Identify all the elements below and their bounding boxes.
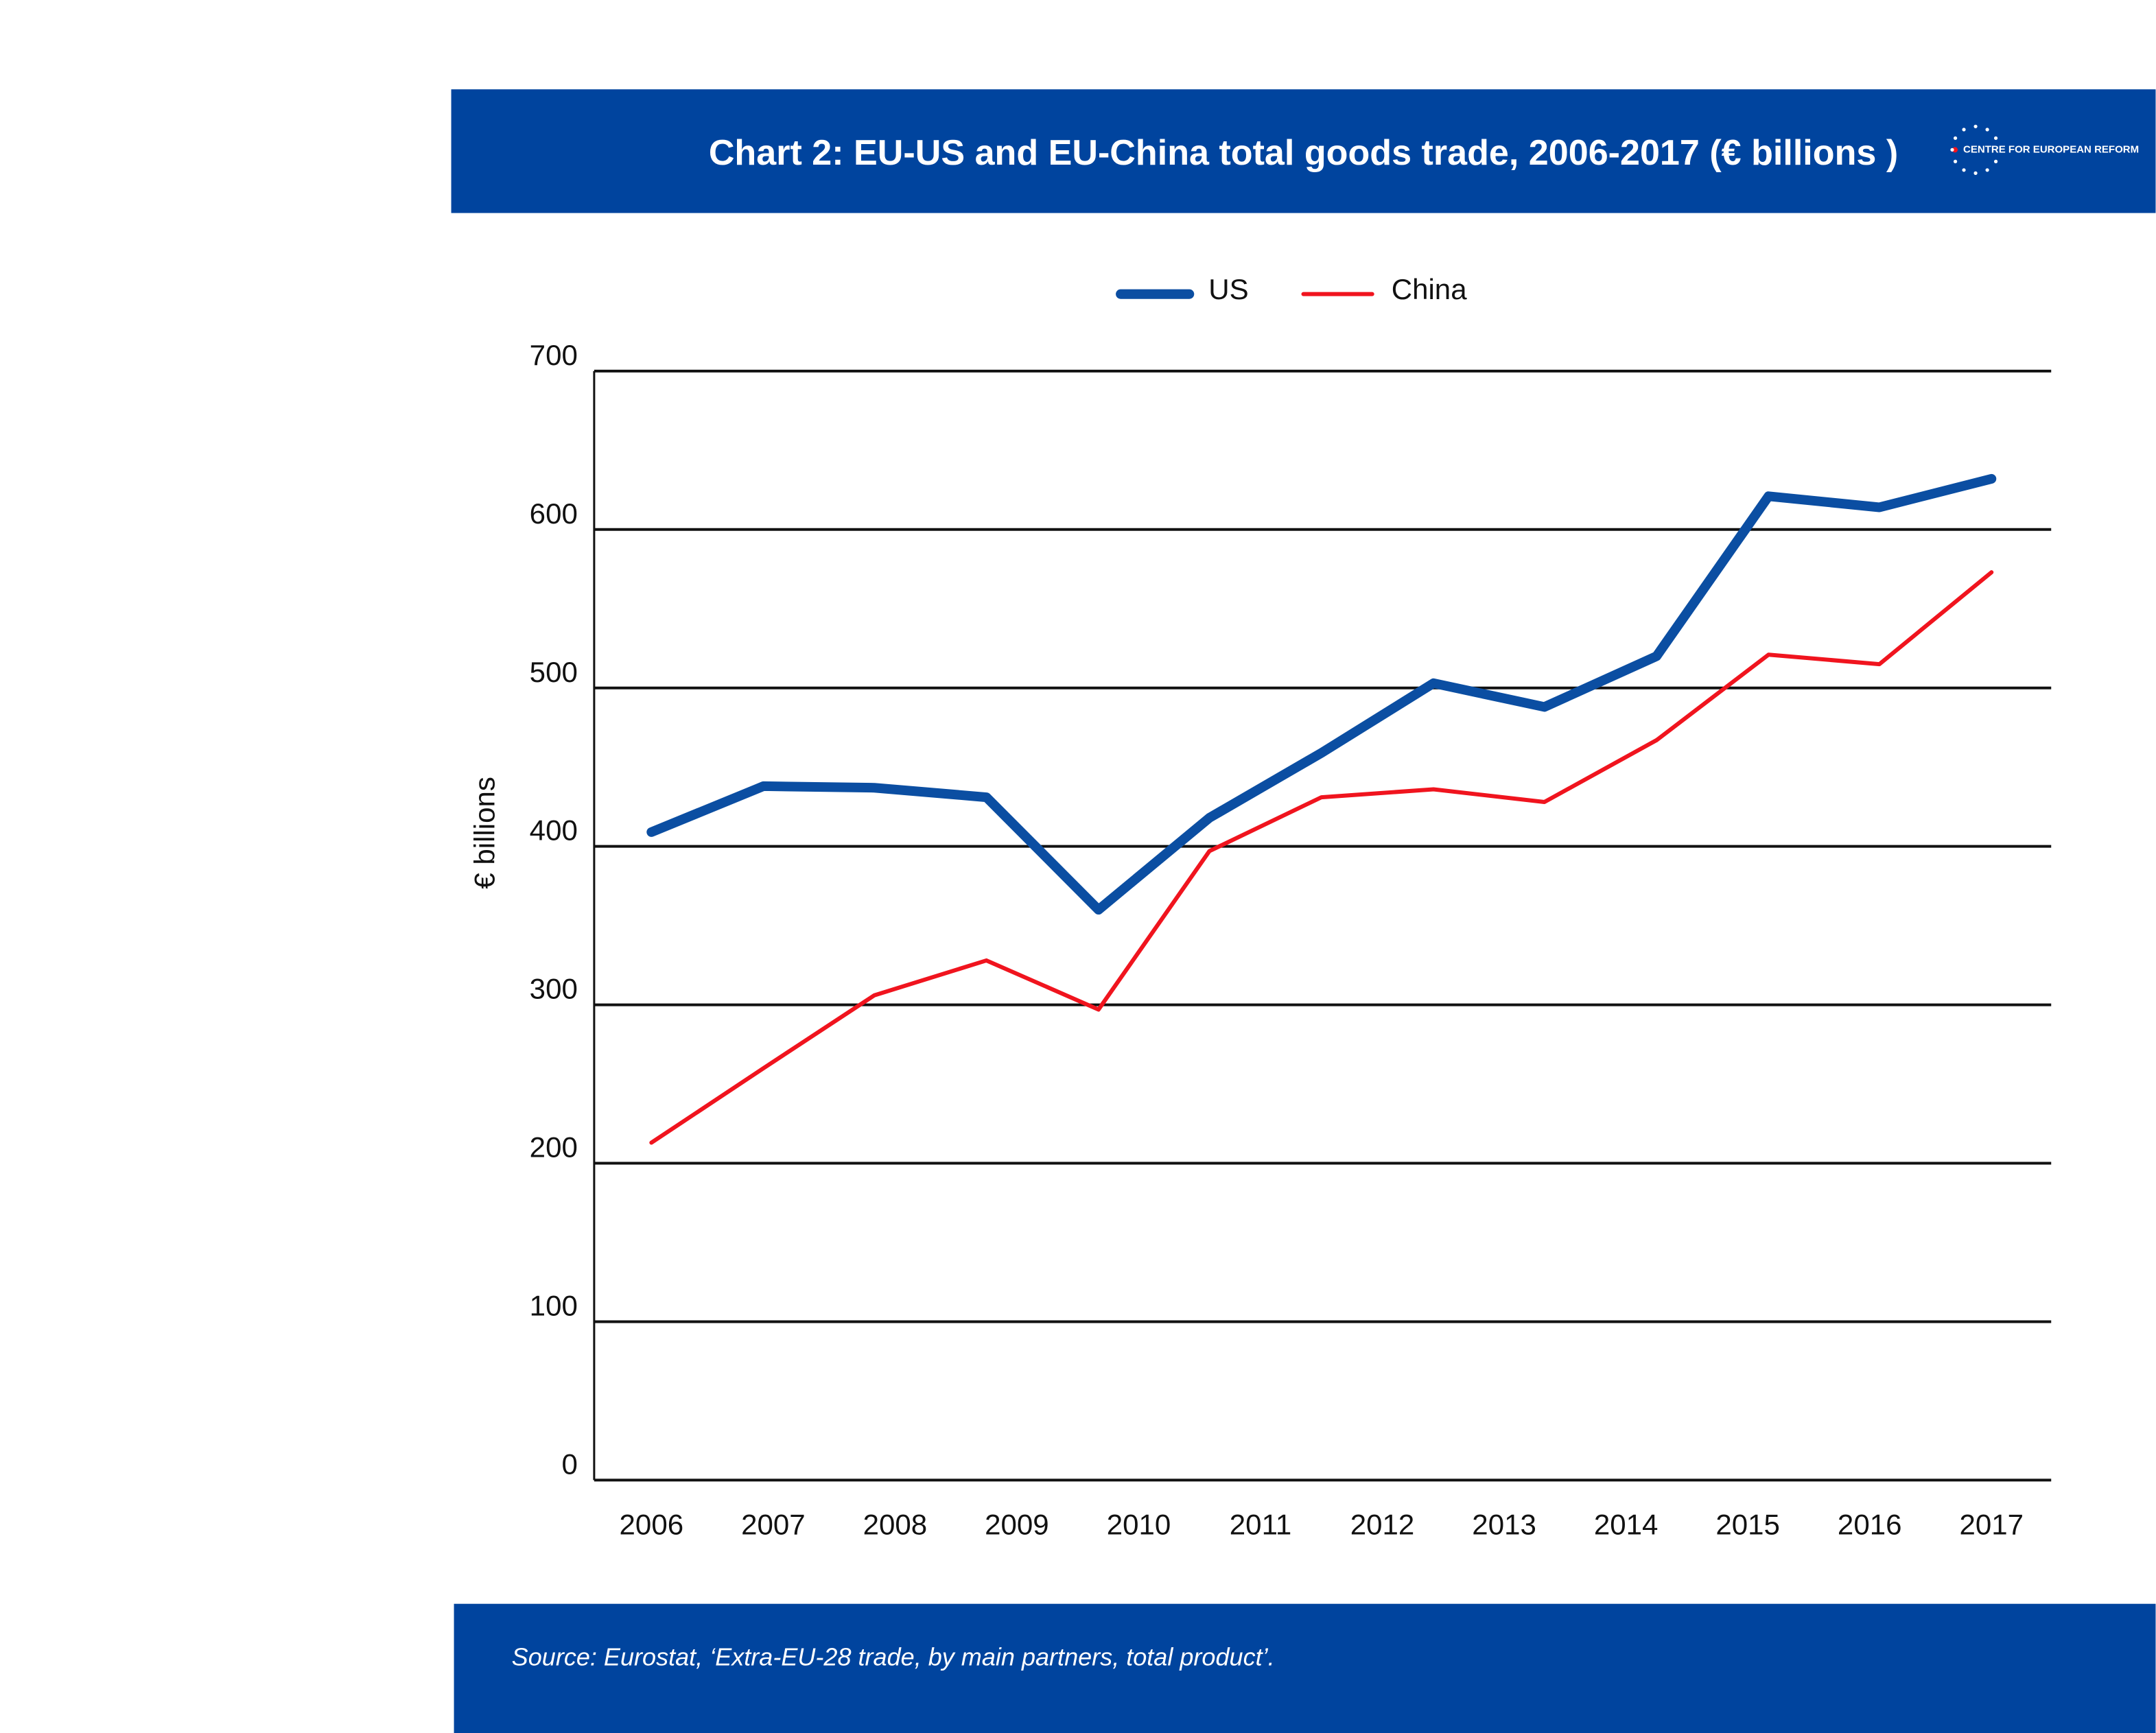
logo-stars (1950, 124, 1998, 176)
logo-star (1993, 136, 1998, 140)
x-tick-label: 2011 (1230, 1509, 1291, 1541)
x-tick-label: 2013 (1472, 1509, 1536, 1541)
x-tick-label: 2006 (620, 1509, 684, 1541)
source-banner (454, 1603, 2156, 1733)
title-banner (451, 89, 2156, 213)
x-tick-label: 2014 (1594, 1509, 1659, 1541)
logo: CENTRE FOR EUROPEAN REFORM (1950, 124, 2139, 176)
logo-star (1985, 128, 1989, 132)
logo-star (1973, 171, 1978, 176)
logo-star (1953, 159, 1958, 163)
data-line (649, 570, 1994, 1145)
x-tick-label: 2017 (1959, 1509, 2024, 1541)
chart-title: Chart 2: EU-US and EU-China total goods … (709, 133, 1898, 173)
y-tick-label: 100 (530, 1290, 578, 1322)
x-tick-label: 2015 (1715, 1509, 1780, 1541)
y-tick-label: 400 (530, 814, 578, 847)
legend-label: China (1392, 273, 1467, 305)
logo-star (1993, 159, 1998, 163)
legend-label: US (1208, 273, 1248, 305)
source-note: Source: Eurostat, ‘Extra-EU-28 trade, by… (512, 1642, 1275, 1671)
x-tick-label: 2010 (1107, 1509, 1171, 1541)
y-tick-label: 200 (530, 1131, 578, 1164)
x-tick-label: 2008 (863, 1509, 928, 1541)
data-line (646, 473, 1997, 915)
x-tick-label: 2009 (985, 1509, 1049, 1541)
y-tick-label: 500 (530, 656, 578, 688)
y-tick-label: 600 (530, 497, 578, 530)
logo-star (1962, 128, 1966, 132)
y-axis-label: € billions (469, 777, 501, 889)
x-tick-label: 2012 (1350, 1509, 1415, 1541)
x-tick-label: 2016 (1838, 1509, 1902, 1541)
logo-star (1962, 168, 1966, 172)
y-tick-label: 700 (530, 339, 578, 371)
x-tick-label: 2007 (741, 1509, 806, 1541)
logo-text: CENTRE FOR EUROPEAN REFORM (1963, 143, 2139, 155)
y-tick-label: 300 (530, 973, 578, 1005)
logo-star (1973, 124, 1978, 128)
logo-star (1950, 148, 1954, 152)
logo-star (1953, 136, 1958, 140)
logo-star (1985, 168, 1989, 172)
logo-dot (1952, 147, 1958, 153)
y-tick-label: 0 (561, 1448, 577, 1480)
